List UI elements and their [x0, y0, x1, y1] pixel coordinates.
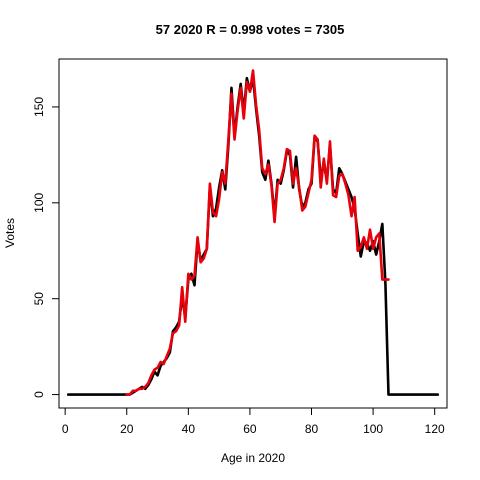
x-axis-label: Age in 2020: [221, 451, 285, 465]
x-axis: 0 20 40 60 80 100 120: [62, 407, 445, 436]
series-line-2: [125, 69, 390, 396]
y-tick-label: 50: [32, 292, 46, 306]
x-tick-label: 20: [120, 422, 134, 436]
x-tick-label: 100: [363, 422, 383, 436]
series-layer: [66, 69, 440, 396]
y-tick-label: 150: [32, 97, 46, 117]
plot-frame: [58, 58, 448, 409]
x-tick-label: 80: [305, 422, 319, 436]
y-axis-label: Votes: [3, 218, 17, 248]
x-tick-label: 0: [62, 422, 69, 436]
y-tick-label: 100: [32, 192, 46, 212]
y-tick-label: 0: [32, 391, 46, 398]
series-line-1: [66, 76, 440, 396]
y-axis: 0 50 100 150: [32, 97, 60, 398]
x-tick-label: 60: [243, 422, 257, 436]
chart-title: 57 2020 R = 0.998 votes = 7305: [156, 22, 345, 37]
x-tick-label: 120: [425, 422, 445, 436]
x-tick-label: 40: [182, 422, 196, 436]
